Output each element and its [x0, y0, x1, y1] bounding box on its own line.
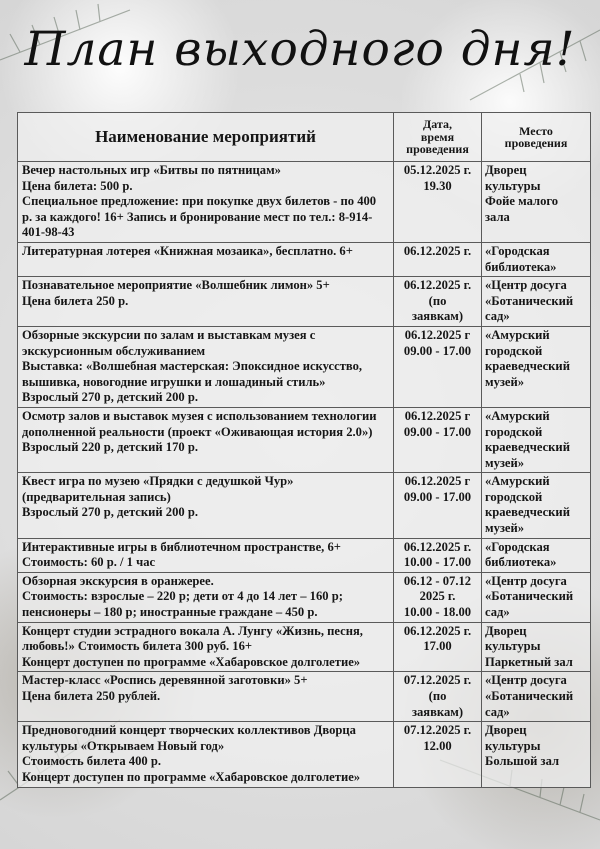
- table-row: Квест игра по музею «Прядки с дедушкой Ч…: [17, 472, 591, 539]
- event-place-cell: Дворец культуры Большой зал: [481, 721, 591, 788]
- event-place-cell: Дворец культуры Фойе малого зала: [481, 161, 591, 243]
- event-name-cell: Обзорные экскурсии по залам и выставкам …: [17, 325, 394, 408]
- event-place-cell: «Амурский городской краеведческий музей»: [481, 472, 591, 539]
- event-place-cell: «Городская библиотека»: [481, 241, 591, 278]
- table-row: Обзорные экскурсии по залам и выставкам …: [17, 325, 591, 408]
- event-name-cell: Предновогодний концерт творческих коллек…: [17, 721, 394, 788]
- event-name-cell: Осмотр залов и выставок музея с использо…: [17, 406, 394, 474]
- event-place-cell: «Центр досуга «Ботанический сад»: [481, 571, 591, 623]
- event-date-cell: 06.12.2025 г 09.00 - 17.00: [393, 406, 482, 474]
- event-name-cell: Интерактивные игры в библиотечном простр…: [17, 537, 394, 573]
- event-date-cell: 06.12.2025 г. 17.00: [393, 621, 482, 673]
- header-date-time: Дата, время проведения: [393, 112, 482, 162]
- table-row: Литературная лотерея «Книжная мозаика», …: [17, 241, 591, 278]
- header-event-name: Наименование мероприятий: [17, 112, 394, 162]
- header-place: Место проведения: [481, 112, 591, 162]
- event-date-cell: 06.12.2025 г. (по заявкам): [393, 276, 482, 327]
- table-row: Познавательное мероприятие «Волшебник ли…: [17, 276, 591, 327]
- event-place-cell: Дворец культуры Паркетный зал: [481, 621, 591, 673]
- event-date-cell: 06.12.2025 г.: [393, 241, 482, 278]
- table-header-row: Наименование мероприятий Дата, время про…: [17, 112, 591, 162]
- event-name-cell: Квест игра по музею «Прядки с дедушкой Ч…: [17, 472, 394, 539]
- table-row: Предновогодний концерт творческих коллек…: [17, 721, 591, 788]
- event-name-cell: Обзорная экскурсия в оранжерее. Стоимост…: [17, 571, 394, 623]
- table-row: Мастер-класс «Роспись деревянной заготов…: [17, 671, 591, 723]
- event-place-cell: «Центр досуга «Ботанический сад»: [481, 671, 591, 723]
- table-row: Концерт студии эстрадного вокала А. Лунг…: [17, 621, 591, 673]
- event-date-cell: 07.12.2025 г. 12.00: [393, 721, 482, 788]
- event-place-cell: «Амурский городской краеведческий музей»: [481, 325, 591, 408]
- event-place-cell: «Городская библиотека»: [481, 537, 591, 573]
- event-date-cell: 06.12 - 07.12 2025 г. 10.00 - 18.00: [393, 571, 482, 623]
- event-name-cell: Мастер-класс «Роспись деревянной заготов…: [17, 671, 394, 723]
- event-date-cell: 07.12.2025 г. (по заявкам): [393, 671, 482, 723]
- event-name-cell: Познавательное мероприятие «Волшебник ли…: [17, 276, 394, 327]
- table-row: Интерактивные игры в библиотечном простр…: [17, 537, 591, 573]
- event-name-cell: Вечер настольных игр «Битвы по пятницам»…: [17, 161, 394, 243]
- event-name-cell: Литературная лотерея «Книжная мозаика», …: [17, 241, 394, 278]
- table-row: Вечер настольных игр «Битвы по пятницам»…: [17, 161, 591, 243]
- table-row: Обзорная экскурсия в оранжерее. Стоимост…: [17, 571, 591, 623]
- event-date-cell: 06.12.2025 г. 10.00 - 17.00: [393, 537, 482, 573]
- event-date-cell: 06.12.2025 г 09.00 - 17.00: [393, 325, 482, 408]
- events-table: Наименование мероприятий Дата, время про…: [17, 112, 591, 788]
- table-row: Осмотр залов и выставок музея с использо…: [17, 406, 591, 474]
- event-place-cell: «Центр досуга «Ботанический сад»: [481, 276, 591, 327]
- event-date-cell: 05.12.2025 г. 19.30: [393, 161, 482, 243]
- event-name-cell: Концерт студии эстрадного вокала А. Лунг…: [17, 621, 394, 673]
- event-place-cell: «Амурский городской краеведческий музей»: [481, 406, 591, 474]
- event-date-cell: 06.12.2025 г 09.00 - 17.00: [393, 472, 482, 539]
- page-title: План выходного дня!: [24, 22, 576, 77]
